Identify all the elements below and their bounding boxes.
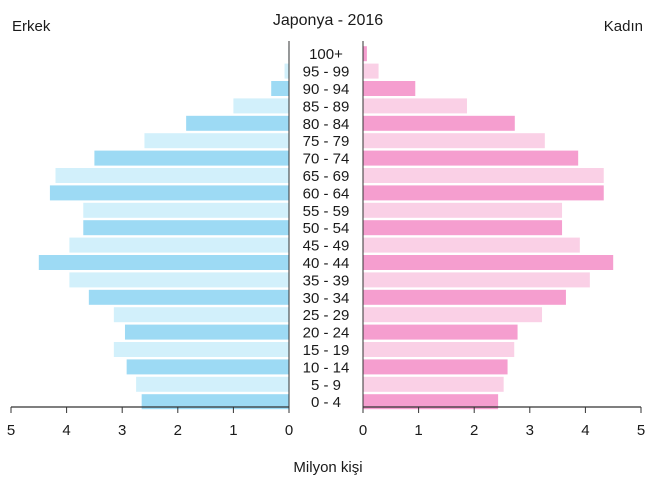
female-bar-18 [363,359,508,375]
female-bar-3 [363,98,467,114]
female-bar-16 [363,324,518,340]
age-label-10: 50 - 54 [303,220,350,237]
tick-label-0: 5 [7,422,15,439]
female-bar-15 [363,307,543,323]
tick-label-7: 1 [414,422,422,439]
age-label-18: 10 - 14 [303,359,350,376]
male-bar-14 [88,289,289,305]
male-bar-7 [55,168,290,183]
age-label-4: 80 - 84 [303,116,350,133]
female-bar-5 [363,133,545,149]
female-bar-14 [363,289,566,305]
male-bar-15 [113,307,289,323]
age-label-2: 90 - 94 [303,81,350,98]
age-label-1: 95 - 99 [303,64,350,81]
male-bar-12 [38,255,289,270]
male-bar-5 [144,133,289,149]
tick-label-1: 4 [62,422,70,439]
chart-title: Japonya - 2016 [273,12,383,29]
tick-label-9: 3 [526,422,534,439]
female-bar-0 [363,46,367,62]
tick-label-3: 2 [174,422,182,439]
female-bar-19 [363,376,504,392]
female-bar-17 [363,342,515,357]
tick-label-11: 5 [637,422,645,439]
male-bar-2 [271,81,289,96]
female-bar-7 [363,168,604,183]
male-bar-4 [186,115,289,131]
tick-label-2: 3 [118,422,126,439]
age-label-15: 25 - 29 [303,307,350,324]
tick-label-4: 1 [229,422,237,439]
female-bar-1 [363,63,379,79]
tick-label-5: 0 [285,422,293,439]
female-bar-13 [363,272,590,288]
age-label-3: 85 - 89 [303,98,350,115]
female-bar-9 [363,202,563,218]
male-bar-16 [124,324,289,340]
age-label-11: 45 - 49 [303,238,350,255]
female-bar-2 [363,81,416,96]
female-label: Kadın [604,18,643,35]
age-label-19: 5 - 9 [311,377,341,394]
tick-label-8: 2 [470,422,478,439]
male-bars [38,46,290,410]
male-bar-1 [284,63,289,79]
age-label-6: 70 - 74 [303,151,350,168]
female-bar-11 [363,237,580,253]
age-label-8: 60 - 64 [303,185,350,202]
age-label-20: 0 - 4 [311,394,341,411]
x-axes [10,41,642,413]
female-bar-12 [363,255,614,270]
age-label-13: 35 - 39 [303,272,350,289]
male-bar-9 [83,202,289,218]
age-label-9: 55 - 59 [303,203,350,220]
male-bar-20 [141,394,289,410]
tick-label-6: 0 [359,422,367,439]
age-label-5: 75 - 79 [303,133,350,150]
male-bar-19 [136,376,289,392]
female-bar-8 [363,185,604,201]
male-bar-11 [69,237,289,253]
age-label-7: 65 - 69 [303,168,350,185]
female-bar-6 [363,150,579,166]
age-label-14: 30 - 34 [303,290,350,307]
x-tick-labels: 5 4 3 2 1 0 0 1 2 3 4 5 [7,422,645,439]
x-axis-label: Milyon kişi [293,459,362,476]
male-bar-8 [49,185,289,201]
male-bar-3 [233,98,289,114]
tick-label-10: 4 [581,422,589,439]
female-bars [363,46,614,410]
male-bar-13 [69,272,289,288]
male-label: Erkek [12,18,51,35]
age-label-16: 20 - 24 [303,325,350,342]
female-bar-10 [363,220,563,236]
female-bar-4 [363,115,515,131]
male-bar-18 [126,359,289,375]
age-label-12: 40 - 44 [303,255,350,272]
age-label-0: 100+ [309,46,343,63]
male-bar-17 [113,342,289,357]
female-bar-20 [363,394,499,410]
age-label-17: 15 - 19 [303,342,350,359]
male-bar-10 [83,220,289,236]
male-bar-6 [94,150,290,166]
